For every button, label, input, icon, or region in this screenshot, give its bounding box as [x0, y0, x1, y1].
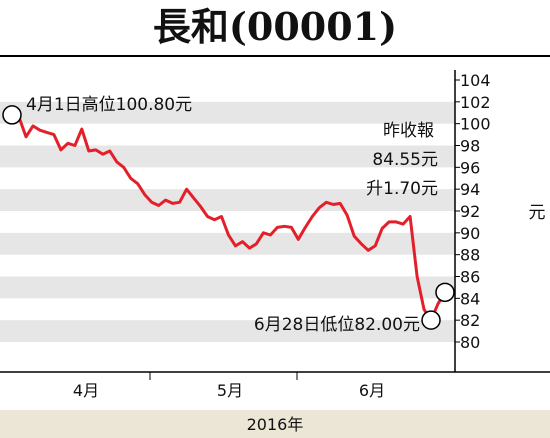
x-label-june: 6月 — [359, 381, 385, 400]
footer-band — [0, 410, 550, 438]
change-label: 升1.70元 — [366, 179, 438, 199]
price-series-line — [11, 113, 447, 322]
y-tick-label: 86 — [460, 268, 480, 287]
y-tick-label: 84 — [460, 289, 480, 308]
y-tick-label: 96 — [460, 158, 480, 177]
y-tick-label: 104 — [460, 71, 491, 90]
y-tick-labels: 80 82 84 86 88 90 92 94 96 98 100 102 104 — [455, 71, 491, 352]
y-tick-label: 98 — [460, 137, 480, 156]
close-point-marker — [435, 282, 455, 303]
y-tick-label: 102 — [460, 93, 491, 112]
y-tick-label: 90 — [460, 224, 480, 243]
y-tick-label: 80 — [460, 333, 480, 352]
low-point-marker — [421, 310, 441, 330]
high-point-marker — [2, 105, 22, 125]
y-tick-label: 92 — [460, 202, 480, 221]
close-value: 84.55元 — [372, 150, 438, 170]
y-unit-label: 元 — [529, 203, 546, 223]
close-label: 昨收報 — [383, 121, 434, 141]
x-label-may: 5月 — [217, 381, 243, 400]
grid-band — [0, 145, 455, 168]
x-axis-title: 2016年 — [247, 415, 304, 434]
grid-bands — [0, 101, 455, 342]
low-annotation: 6月28日低位82.00元 — [254, 315, 420, 335]
grid-band — [0, 276, 455, 299]
x-label-april: 4月 — [73, 381, 99, 400]
y-tick-label: 94 — [460, 180, 480, 199]
grid-band — [0, 101, 455, 124]
chart-title: 長和(00001) — [153, 4, 397, 49]
y-tick-label: 82 — [460, 311, 480, 330]
y-tick-label: 88 — [460, 246, 480, 265]
grid-band — [0, 320, 455, 342]
high-annotation: 4月1日高位100.80元 — [26, 95, 192, 115]
grid-band — [0, 232, 455, 255]
y-tick-label: 100 — [460, 115, 491, 134]
